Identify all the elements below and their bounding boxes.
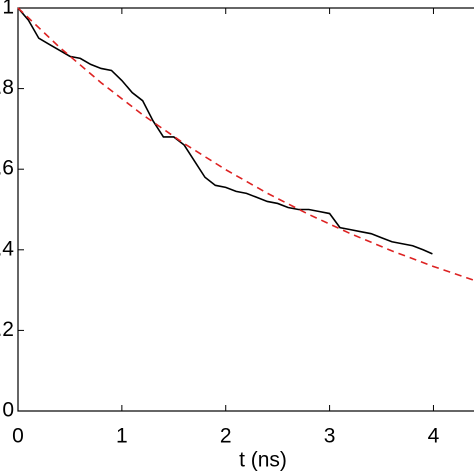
- x-tick-label: 2: [220, 425, 232, 448]
- y-tick-label: 0.8: [0, 76, 14, 99]
- plot-frame: [17, 7, 474, 412]
- line-series: [17, 7, 433, 255]
- x-tick-label: 4: [428, 425, 440, 448]
- y-tick-label: 1: [2, 0, 14, 19]
- x-tick-label: 3: [324, 425, 336, 448]
- x-tick-label: 0: [12, 425, 24, 448]
- y-tick-label: 0.4: [0, 237, 14, 260]
- line-series: [17, 7, 474, 282]
- x-tick-label: 1: [116, 425, 128, 448]
- x-axis-label: t (ns): [239, 449, 287, 472]
- y-tick-label: 0: [2, 399, 14, 422]
- y-tick-label: 0.2: [0, 318, 14, 341]
- y-tick-label: 0.6: [0, 157, 14, 180]
